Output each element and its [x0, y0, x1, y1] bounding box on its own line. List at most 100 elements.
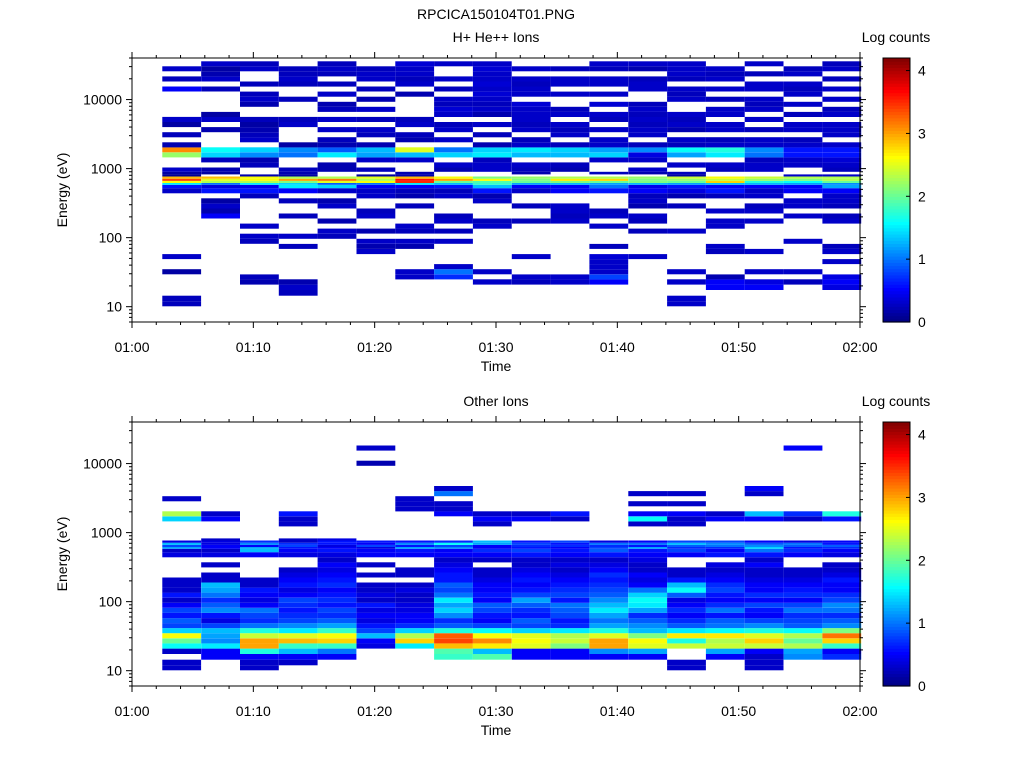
- heatmap-cell: [434, 638, 473, 644]
- heatmap-cell: [705, 193, 745, 199]
- colorbar-swatch: [883, 265, 910, 270]
- heatmap-cell: [589, 577, 629, 583]
- heatmap-cell: [667, 618, 706, 624]
- heatmap-cell: [511, 597, 551, 603]
- heatmap-cell: [550, 618, 590, 624]
- heatmap-cell: [395, 122, 435, 128]
- heatmap-cell: [744, 71, 784, 77]
- heatmap-cell: [356, 193, 396, 199]
- heatmap-cell: [395, 66, 435, 72]
- heatmap-cell: [511, 180, 551, 183]
- heatmap-cell: [472, 188, 512, 194]
- heatmap-cell: [240, 66, 279, 72]
- heatmap-cell: [395, 269, 435, 275]
- heatmap-cell: [162, 295, 202, 302]
- colorbar-swatch: [883, 510, 910, 514]
- heatmap-cell: [162, 122, 202, 128]
- colorbar-swatch: [883, 212, 910, 216]
- heatmap-cell: [317, 607, 357, 613]
- colorbar-swatch: [883, 642, 910, 646]
- heatmap-cell: [395, 582, 435, 588]
- colorbar-swatch: [883, 434, 910, 439]
- heatmap-cell: [667, 178, 706, 181]
- heatmap-cell: [162, 142, 202, 148]
- heatmap-cell: [317, 542, 357, 545]
- heatmap-cell: [628, 602, 668, 608]
- heatmap-cell: [550, 648, 590, 654]
- heatmap-cell: [434, 167, 473, 172]
- heatmap-cell: [356, 460, 396, 466]
- colorbar-swatch: [883, 522, 910, 527]
- heatmap-cell: [589, 633, 629, 639]
- heatmap-cell: [550, 544, 590, 547]
- heatmap-cell: [511, 203, 551, 209]
- heatmap-cell: [395, 188, 435, 194]
- heatmap-cell: [705, 562, 745, 568]
- heatmap-cell: [628, 171, 668, 175]
- heatmap-cell: [472, 106, 512, 112]
- heatmap-cell: [628, 607, 668, 613]
- heatmap-cell: [434, 491, 473, 497]
- heatmap-cell: [744, 607, 784, 613]
- heatmap-cell: [822, 167, 862, 172]
- colorbar-swatch: [883, 95, 910, 100]
- heatmap-cell: [550, 184, 590, 189]
- heatmap-cell: [705, 544, 745, 547]
- heatmap-cell: [744, 106, 784, 112]
- heatmap-cell: [201, 618, 240, 624]
- heatmap-cell: [628, 132, 668, 138]
- heatmap-cell: [589, 544, 629, 547]
- heatmap-cell: [822, 572, 862, 578]
- heatmap-cell: [822, 516, 862, 522]
- axes-frame: 01:00 01:10 01:20 01:30 01:40 01:50 02:00 10 100…: [83, 52, 878, 355]
- heatmap-cell: [511, 66, 551, 72]
- colorbar-swatch: [883, 89, 910, 94]
- heatmap-cell: [667, 193, 706, 199]
- heatmap-cell: [317, 101, 357, 107]
- heatmap-cell: [278, 659, 318, 666]
- colorbar-swatch: [883, 503, 910, 508]
- heatmap-cell: [356, 445, 396, 451]
- heatmap-cell: [550, 213, 590, 219]
- colorbar-swatch: [883, 227, 910, 232]
- heatmap-cell: [550, 274, 590, 280]
- heatmap-cell: [628, 122, 668, 128]
- heatmap-cell: [628, 127, 668, 133]
- heatmap-cell: [667, 602, 706, 608]
- heatmap-cell: [240, 238, 279, 244]
- heatmap-cell: [783, 238, 823, 244]
- heatmap-cell: [822, 183, 862, 185]
- heatmap-cell: [589, 91, 629, 97]
- x-tick-label: 02:00: [842, 339, 877, 355]
- colorbar-swatch: [883, 525, 910, 530]
- heatmap-cell: [201, 542, 240, 545]
- heatmap-cell: [472, 96, 512, 102]
- heatmap-cell: [822, 279, 862, 285]
- colorbar-swatch: [883, 660, 910, 665]
- heatmap-cell: [628, 544, 668, 547]
- heatmap-cell: [744, 547, 784, 549]
- heatmap-cell: [744, 491, 784, 497]
- heatmap-cell: [783, 548, 823, 553]
- heatmap-cell: [550, 654, 590, 660]
- heatmap-cell: [434, 501, 473, 507]
- heatmap-cell: [278, 623, 318, 629]
- heatmap-cell: [511, 548, 551, 553]
- heatmap-cell: [744, 548, 784, 553]
- heatmap-cell: [783, 162, 823, 168]
- heatmap-cell: [550, 106, 590, 112]
- heatmap-cell: [744, 279, 784, 285]
- heatmap-cell: [822, 582, 862, 588]
- colorbar-swatch: [883, 186, 910, 191]
- heatmap-cell: [162, 544, 202, 547]
- heatmap-cell: [667, 659, 706, 666]
- heatmap-cell: [201, 572, 240, 578]
- colorbar-swatch: [883, 293, 910, 298]
- colorbar-swatch: [883, 76, 910, 81]
- heatmap-cell: [667, 228, 706, 234]
- heatmap-cell: [434, 511, 473, 517]
- heatmap-cell: [240, 552, 279, 558]
- heatmap-cell: [783, 86, 823, 92]
- heatmap-cell: [705, 542, 745, 545]
- heatmap-cell: [822, 111, 862, 117]
